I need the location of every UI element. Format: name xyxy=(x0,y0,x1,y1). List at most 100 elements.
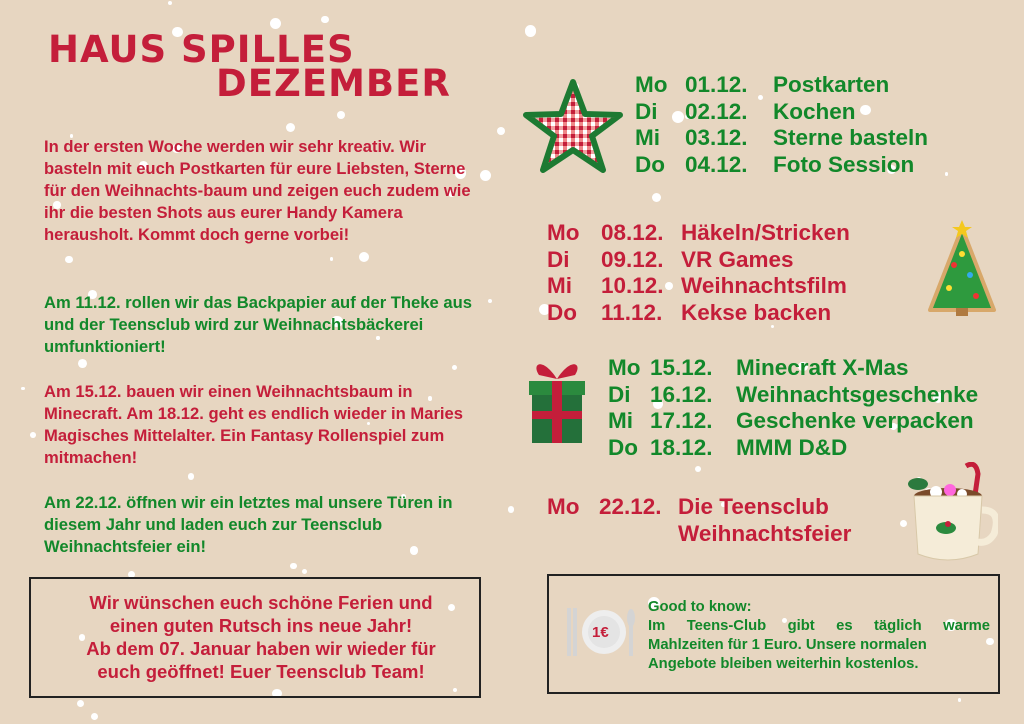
snowflake xyxy=(665,281,674,290)
snowflake xyxy=(138,161,148,171)
paragraph-christmas-party: Am 22.12. öffnen wir ein letztes mal uns… xyxy=(44,493,453,556)
snowflake xyxy=(685,113,691,119)
snowflake xyxy=(286,122,296,132)
snowflake xyxy=(127,571,135,579)
schedule-row: Mo 15.12. Minecraft X-Mas xyxy=(608,355,909,380)
snowflake xyxy=(78,634,85,641)
snowflake xyxy=(651,192,662,203)
snowflake xyxy=(781,618,788,624)
snowflake xyxy=(187,473,195,480)
schedule-week-4: Mo 22.12. Die Teensclub Weihnachtsfeier xyxy=(547,494,851,547)
snowflake xyxy=(647,597,660,610)
snowflake xyxy=(896,424,901,429)
farewell-line: Ab dem 07. Januar haben wir wieder für xyxy=(86,638,436,659)
plate-cutlery-icon xyxy=(567,608,635,656)
schedule-row: Di 16.12. Weihnachtsgeschenke xyxy=(608,381,979,407)
price-badge: 1€ xyxy=(592,624,609,641)
snowflake xyxy=(452,364,458,370)
gift-icon xyxy=(529,364,585,443)
schedule-row: Do 18.12. MMM D&D xyxy=(608,434,848,460)
paragraph-week-1: In der ersten Woche werden wir sehr krea… xyxy=(44,137,471,244)
snowflake xyxy=(889,422,897,431)
snowflake xyxy=(272,688,282,699)
snowflake xyxy=(448,190,456,198)
snowflake xyxy=(986,637,994,645)
snowflake xyxy=(321,15,329,24)
snowflake xyxy=(301,569,308,575)
schedule-row: Mi 10.12. Weihnachtsfilm xyxy=(547,273,847,298)
snowflake xyxy=(497,126,506,135)
snowflake xyxy=(401,493,407,499)
snowflake xyxy=(507,506,515,513)
snowflake xyxy=(69,134,74,138)
snowflake xyxy=(538,303,550,315)
paragraph-minecraft: Am 15.12. bauen wir einen Weihnachtsbaum… xyxy=(44,382,463,467)
snowflake xyxy=(384,388,392,396)
info-line: Mahlzeiten für 1 Euro. Unsere normalen xyxy=(648,637,927,653)
schedule-row: Do 11.12. Kekse backen xyxy=(547,299,832,325)
snowflake xyxy=(91,34,100,42)
snowflake xyxy=(480,169,492,181)
schedule-week-3: Mo 15.12. Minecraft X-Mas Di 16.12. Weihnach… xyxy=(608,355,978,461)
snowflake xyxy=(167,0,173,5)
snowflake xyxy=(757,94,763,101)
snowflake xyxy=(290,562,297,570)
snowflake xyxy=(721,502,726,507)
snowflake xyxy=(427,396,433,401)
info-heading: Good to know: xyxy=(648,599,752,615)
info-box: 1€ Good to know: Im Teens-Club gibt es t… xyxy=(547,574,1000,694)
snowflake xyxy=(336,110,345,119)
snowflake xyxy=(933,392,944,403)
farewell-box: Wir wünschen euch schöne Ferien und eine… xyxy=(29,577,481,698)
snowflake xyxy=(269,17,281,29)
farewell-line: Wir wünschen euch schöne Ferien und xyxy=(89,592,433,613)
snowflake xyxy=(672,110,684,123)
schedule-row: Mo 22.12. Die Teensclub xyxy=(547,494,829,519)
snowflake xyxy=(65,256,73,264)
snowflake xyxy=(78,358,88,368)
snowflake xyxy=(88,290,97,300)
snowflake xyxy=(172,26,183,38)
snowflake xyxy=(21,386,26,391)
schedule-row: Mo 01.12. Postkarten xyxy=(635,72,890,97)
info-text: Good to know: Im Teens-Club gibt es tägl… xyxy=(648,598,990,674)
snowflake xyxy=(376,336,380,340)
snowflake xyxy=(76,700,84,708)
schedule-row: Do 04.12. Foto Session xyxy=(635,151,915,177)
schedule-row: Mi 17.12. Geschenke verpacken xyxy=(608,408,974,433)
schedule-week-2: Mo 08.12. Häkeln/Stricken Di 09.12. VR Games… xyxy=(547,220,850,326)
info-line: Angebote bleiben weiterhin kostenlos. xyxy=(648,656,919,672)
schedule-row: Di 02.12. Kochen xyxy=(635,98,856,124)
snowflake xyxy=(944,171,949,176)
farewell-line: einen guten Rutsch ins neue Jahr! xyxy=(109,615,413,636)
snowflake xyxy=(957,698,962,702)
cocoa-mug-icon xyxy=(908,462,998,561)
snowflake xyxy=(447,603,456,612)
snowflake xyxy=(331,315,344,328)
christmas-tree-cookie-icon xyxy=(928,220,996,316)
snowflake xyxy=(171,144,182,154)
snowflake xyxy=(860,104,871,116)
snowflake xyxy=(366,421,371,425)
gingham-star-icon xyxy=(523,79,623,173)
paragraph-baking: Am 11.12. rollen wir das Backpapier auf … xyxy=(44,293,472,356)
snowflake xyxy=(344,669,355,680)
farewell-line: euch geöffnet! Euer Teensclub Team! xyxy=(97,661,425,682)
snowflake xyxy=(945,619,958,632)
snowflake xyxy=(798,361,808,372)
schedule-row: Di 09.12. VR Games xyxy=(547,246,794,272)
title-line-1: HAUS SPILLES xyxy=(48,28,355,71)
schedule-row: Mo 08.12. Häkeln/Stricken xyxy=(547,220,850,245)
snowflake xyxy=(900,519,908,527)
snowflake xyxy=(453,688,458,693)
snowflake xyxy=(91,713,99,721)
snowflake xyxy=(409,546,419,555)
snowflake xyxy=(886,165,896,175)
schedule-row: Mi 03.12. Sterne basteln xyxy=(635,125,929,150)
title-line-2: DEZEMBER xyxy=(216,62,451,105)
schedule-row: Weihnachtsfeier xyxy=(678,520,852,546)
snowflake xyxy=(694,465,702,473)
snowflake xyxy=(653,399,663,409)
snowflake xyxy=(30,432,36,438)
snowflake xyxy=(487,298,492,303)
